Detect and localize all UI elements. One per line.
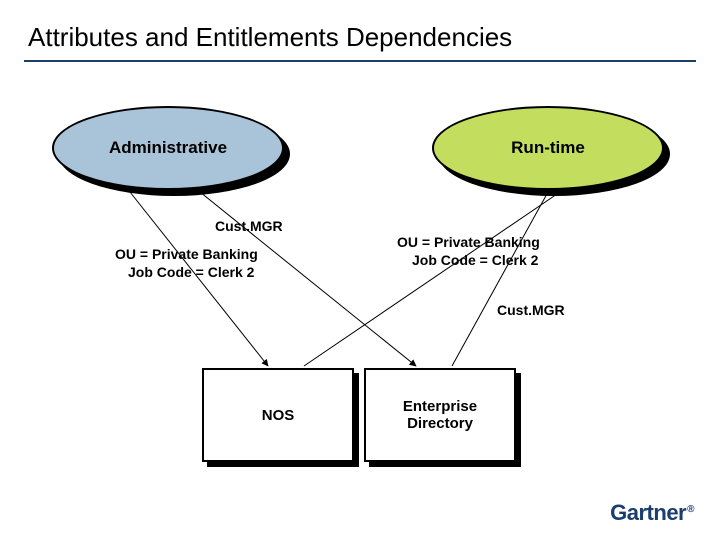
box-label-line2: Directory — [407, 415, 473, 432]
registered-mark: ® — [687, 504, 694, 515]
box-nos: NOS — [202, 368, 354, 462]
box-label: NOS — [262, 407, 295, 424]
oval-label: Run-time — [511, 138, 585, 158]
box-label-line1: Enterprise — [403, 398, 477, 415]
label-custmgr-right: Cust.MGR — [497, 302, 565, 320]
label-ou-right-1: OU = Private Banking — [397, 234, 540, 252]
connector-lines — [0, 0, 720, 540]
label-custmgr-left: Cust.MGR — [215, 218, 283, 236]
brand-logo: Gartner® — [610, 500, 694, 526]
oval-label: Administrative — [109, 138, 227, 158]
oval-runtime: Run-time — [432, 106, 664, 190]
label-ou-left-2: Job Code = Clerk 2 — [128, 264, 254, 282]
oval-administrative: Administrative — [52, 106, 284, 190]
label-ou-right-2: Job Code = Clerk 2 — [412, 252, 538, 270]
title-underline — [24, 60, 696, 62]
label-ou-left-1: OU = Private Banking — [115, 246, 258, 264]
box-enterprise-directory: Enterprise Directory — [364, 368, 516, 462]
page-title: Attributes and Entitlements Dependencies — [28, 22, 512, 53]
